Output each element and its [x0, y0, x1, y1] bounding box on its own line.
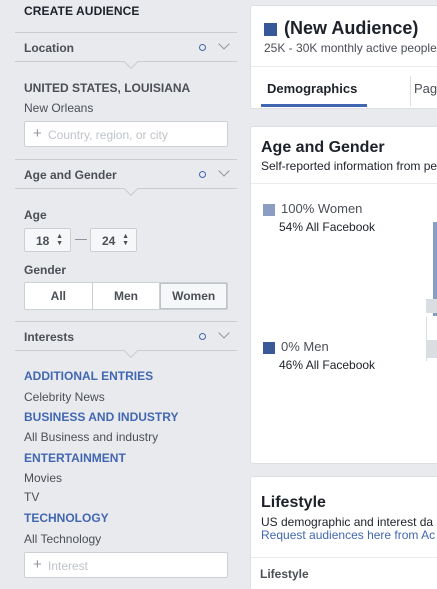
divider [251, 557, 437, 558]
age-gender-subtitle: Self-reported information from pe [261, 159, 437, 173]
age-min-value: 18 [36, 234, 50, 248]
location-section-header[interactable]: Location [15, 32, 237, 70]
interest-item[interactable]: All Business and industry [24, 430, 159, 444]
age-max-value: 24 [102, 234, 116, 248]
interest-item[interactable]: All Technology [24, 532, 102, 546]
age-gender-section-label: Age and Gender [24, 168, 117, 182]
chevron-down-icon[interactable] [218, 327, 230, 339]
interest-item[interactable]: TV [24, 490, 40, 504]
lifestyle-section-label: Lifestyle [260, 567, 309, 581]
age-gender-section-header[interactable]: Age and Gender [15, 159, 237, 197]
chart-bar [426, 340, 437, 358]
info-icon[interactable] [199, 333, 206, 340]
audience-header-card: (New Audience) 25K - 30K monthly active … [250, 5, 437, 109]
location-country: UNITED STATES, LOUISIANA [24, 81, 191, 95]
interest-category: ADDITIONAL ENTRIES [24, 369, 154, 383]
interest-category: ENTERTAINMENT [24, 451, 126, 465]
men-legend-swatch [263, 342, 275, 354]
info-icon[interactable] [199, 171, 206, 178]
tab-separator [410, 76, 411, 106]
section-pointer [123, 54, 139, 70]
women-bar [433, 222, 437, 316]
interest-category: BUSINESS AND INDUSTRY [24, 410, 179, 424]
women-percentage: 100% Women [281, 201, 363, 216]
men-facebook-percentage: 46% All Facebook [279, 358, 376, 372]
location-section-label: Location [24, 41, 74, 55]
tab-demographics[interactable]: Demographics [267, 81, 358, 96]
location-search-input[interactable] [48, 126, 218, 143]
info-icon[interactable] [199, 44, 206, 51]
chart-bar [426, 299, 437, 313]
section-pointer [123, 343, 139, 359]
plus-icon: + [33, 556, 42, 573]
interest-item[interactable]: Movies [24, 471, 63, 485]
age-gender-title: Age and Gender [261, 139, 385, 156]
audience-color-swatch [264, 23, 277, 36]
stepper-arrows-icon: ▲ ▼ [56, 233, 63, 247]
women-legend-swatch [263, 204, 275, 216]
tab-page-likes[interactable]: Pag [414, 81, 437, 96]
active-tab-indicator [261, 104, 367, 107]
stepper-arrows-icon: ▲ ▼ [122, 233, 129, 247]
interest-item[interactable]: Celebrity News [24, 390, 105, 404]
chevron-down-icon[interactable] [218, 38, 230, 50]
plus-icon: + [33, 125, 42, 142]
interest-search-input[interactable] [48, 557, 218, 574]
lifestyle-card: Lifestyle US demographic and interest da… [250, 476, 437, 589]
divider [251, 66, 437, 67]
audience-size: 25K - 30K monthly active people [264, 41, 437, 55]
gender-men-button[interactable]: Men [93, 283, 161, 309]
age-range-dash [75, 239, 87, 240]
lifestyle-subtitle: US demographic and interest da [261, 515, 434, 529]
request-audiences-link[interactable]: Request audiences here from Ac [261, 528, 436, 542]
age-gender-card: Age and Gender Self-reported information… [250, 126, 437, 464]
age-label: Age [24, 208, 47, 222]
interests-section-header[interactable]: Interests [15, 321, 237, 359]
women-facebook-percentage: 54% All Facebook [279, 220, 376, 234]
section-pointer [123, 181, 139, 197]
interest-category: TECHNOLOGY [24, 511, 109, 525]
sidebar-title: CREATE AUDIENCE [24, 4, 140, 18]
interests-section-label: Interests [24, 330, 75, 344]
divider [251, 183, 437, 184]
age-min-select[interactable]: 18 ▲ ▼ [24, 228, 71, 252]
audience-title: (New Audience) [284, 18, 419, 38]
age-max-select[interactable]: 24 ▲ ▼ [90, 228, 137, 252]
men-percentage: 0% Men [281, 339, 329, 354]
chevron-down-icon[interactable] [218, 165, 230, 177]
gender-all-button[interactable]: All [25, 283, 93, 309]
gender-women-button[interactable]: Women [160, 283, 228, 309]
gender-label: Gender [24, 263, 67, 277]
location-search-field[interactable]: + [24, 121, 228, 147]
audience-sidebar: CREATE AUDIENCE Location UNITED STATES, … [15, 4, 237, 578]
gender-segmented-control: All Men Women [24, 282, 228, 310]
chart-axis [426, 317, 427, 361]
location-city: New Orleans [24, 101, 94, 115]
lifestyle-title: Lifestyle [261, 494, 326, 511]
interest-search-field[interactable]: + [24, 552, 228, 578]
